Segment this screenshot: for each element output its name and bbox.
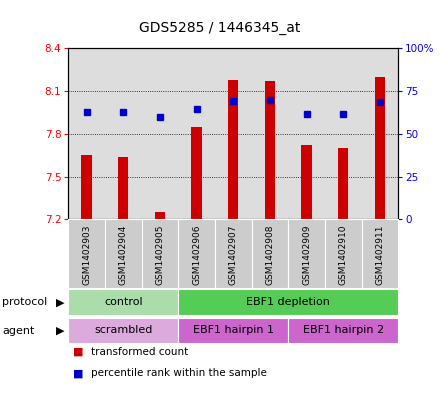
Bar	[178, 290, 398, 315]
Bar	[155, 212, 165, 219]
Bar	[118, 157, 128, 219]
Text: scrambled: scrambled	[94, 325, 152, 335]
Bar	[228, 80, 238, 219]
Text: control: control	[104, 297, 143, 307]
Text: GSM1402910: GSM1402910	[339, 225, 348, 285]
Bar	[81, 155, 92, 219]
Bar	[338, 148, 348, 219]
Text: ▶: ▶	[56, 297, 65, 307]
Text: EBF1 depletion: EBF1 depletion	[246, 297, 330, 307]
Bar	[252, 219, 288, 288]
Bar	[178, 219, 215, 288]
Bar	[265, 81, 275, 219]
Bar	[191, 127, 202, 219]
Text: EBF1 hairpin 1: EBF1 hairpin 1	[193, 325, 274, 335]
Bar	[178, 318, 288, 343]
Text: GSM1402906: GSM1402906	[192, 225, 201, 285]
Text: GSM1402905: GSM1402905	[155, 225, 165, 285]
Text: ▶: ▶	[56, 325, 65, 336]
Bar	[362, 219, 398, 288]
Bar	[105, 219, 142, 288]
Bar	[215, 219, 252, 288]
Bar	[142, 219, 178, 288]
Text: percentile rank within the sample: percentile rank within the sample	[91, 368, 267, 378]
Bar	[288, 219, 325, 288]
Text: agent: agent	[2, 325, 35, 336]
Bar	[288, 318, 398, 343]
Bar	[325, 219, 362, 288]
Bar	[68, 318, 178, 343]
Bar	[68, 219, 105, 288]
Text: GSM1402909: GSM1402909	[302, 225, 311, 285]
Text: GSM1402903: GSM1402903	[82, 225, 91, 285]
Bar	[301, 145, 312, 219]
Text: protocol: protocol	[2, 297, 48, 307]
Bar	[375, 77, 385, 219]
Text: transformed count: transformed count	[91, 347, 188, 356]
Text: GSM1402904: GSM1402904	[119, 225, 128, 285]
Text: GSM1402907: GSM1402907	[229, 225, 238, 285]
Text: GSM1402911: GSM1402911	[375, 225, 385, 285]
Text: GSM1402908: GSM1402908	[265, 225, 275, 285]
Text: EBF1 hairpin 2: EBF1 hairpin 2	[303, 325, 384, 335]
Text: GDS5285 / 1446345_at: GDS5285 / 1446345_at	[139, 20, 301, 35]
Text: ■: ■	[73, 368, 83, 378]
Bar	[68, 290, 178, 315]
Text: ■: ■	[73, 347, 83, 356]
